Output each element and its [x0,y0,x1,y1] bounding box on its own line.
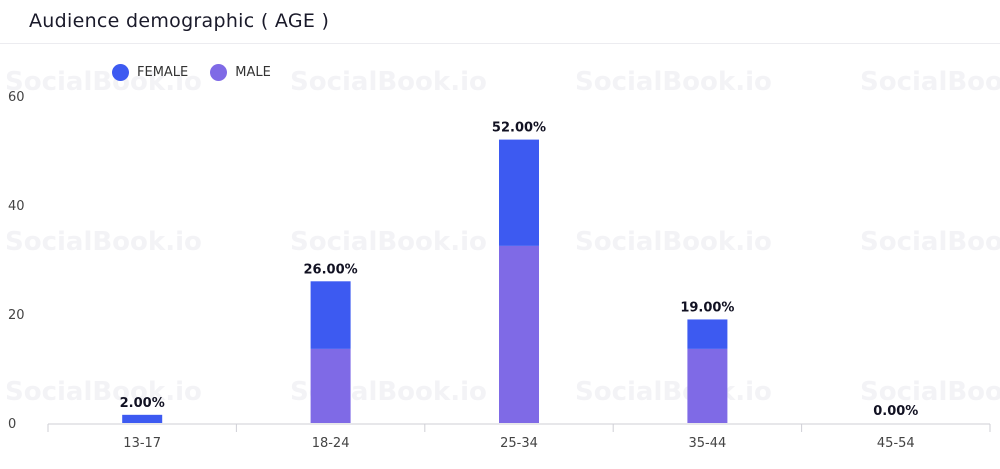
watermark: SocialBook.io [5,227,202,257]
female-dot-icon [112,64,129,81]
data-label: 19.00% [680,300,734,315]
x-tick-label: 25-34 [500,436,538,451]
bar-male-25-34 [499,245,539,423]
legend-female[interactable]: FEMALE [112,64,188,81]
y-tick-label: 0 [8,417,16,432]
x-tick-label: 13-17 [123,436,161,451]
y-tick-label: 60 [8,90,25,105]
legend-male[interactable]: MALE [210,64,271,81]
male-dot-icon [210,64,228,81]
bar-male-18-24 [310,348,351,423]
data-label: 52.00% [492,121,546,136]
x-tick-label: 18-24 [312,436,350,451]
bar-female-13-17 [122,414,163,423]
data-label: 2.00% [120,396,165,411]
legend-label: MALE [235,65,271,80]
watermark: SocialBook.io [5,377,202,407]
watermark: SocialBook.io [290,227,487,257]
watermark: SocialBook.io [575,377,772,407]
watermark: SocialBook.io [860,227,1000,257]
y-tick-label: 20 [8,308,25,323]
legend: FEMALE MALE [112,64,271,81]
divider [0,43,1000,44]
legend-label: FEMALE [137,65,189,80]
watermark: SocialBook.io [5,67,202,97]
bar-male-35-44 [687,348,728,423]
bar-female-35-44 [687,319,728,349]
data-label: 0.00% [873,404,918,419]
y-tick-label: 40 [8,199,25,214]
x-tick-label: 45-54 [877,436,915,451]
watermark: SocialBook.io [575,67,772,97]
watermark: SocialBook.io [860,67,1000,97]
bar-female-18-24 [310,281,351,349]
watermark: SocialBook.io [290,67,487,97]
watermark: SocialBook.io [860,377,1000,407]
bar-female-25-34 [499,139,539,246]
chart-title: Audience demographic ( AGE ) [29,10,330,32]
data-label: 26.00% [304,262,358,277]
watermark: SocialBook.io [575,227,772,257]
x-tick-label: 35-44 [689,436,727,451]
